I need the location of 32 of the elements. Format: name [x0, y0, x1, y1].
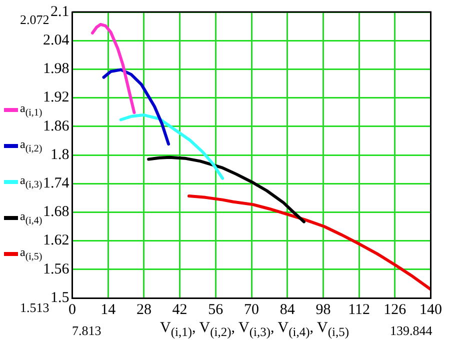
x-tick-label: 112 — [348, 302, 370, 318]
text: 2.072 — [20, 12, 50, 28]
y-tick-label: 1.8 — [50, 146, 70, 163]
legend-label: a$_{(i,2)}$ — [20, 137, 42, 155]
legend-label: a$_{(i,1)}$ — [20, 101, 42, 119]
legend-label: a$_{(i,5)}$ — [20, 245, 42, 263]
y-tick-label: 2.1 — [50, 4, 70, 20]
text: V$_{(i,1)}$, V$_{(i,2)}$, V$_{(i,3)}$, V$_{(i,4)}$, V$_{(i,5)}$ — [160, 320, 350, 339]
x-tick-label: 28 — [136, 302, 152, 318]
y-tick-label: 2.04 — [43, 32, 70, 49]
legend-label: a$_{(i,3)}$ — [20, 173, 42, 191]
y-tick-label: 1.92 — [43, 90, 70, 106]
x-tick-label: 126 — [384, 302, 407, 318]
y-tick-label: 1.98 — [43, 61, 70, 78]
y-tick-label: 1.68 — [43, 204, 70, 220]
x-tick-label: 70 — [244, 302, 259, 318]
y-tick-label: 1.62 — [43, 232, 70, 249]
x-tick-label: 0 — [68, 302, 76, 318]
y-tick-label: 1.86 — [43, 118, 70, 134]
y-tick-label: 1.56 — [43, 261, 70, 278]
legend-label: a$_{(i,4)}$ — [20, 209, 42, 227]
text: 1.513 — [20, 300, 50, 316]
text: 139.844 — [390, 323, 432, 339]
x-tick-label: 84 — [280, 302, 296, 318]
x-tick-label: 14 — [100, 302, 116, 318]
x-tick-label: 56 — [208, 302, 224, 318]
y-tick-label: 1.74 — [43, 176, 70, 192]
x-tick-label: 42 — [172, 302, 188, 318]
x-tick-label: 98 — [316, 302, 331, 318]
text: 7.813 — [72, 323, 102, 339]
y-tick-label: 1.5 — [50, 290, 70, 306]
x-tick-label: 140 — [420, 302, 442, 318]
